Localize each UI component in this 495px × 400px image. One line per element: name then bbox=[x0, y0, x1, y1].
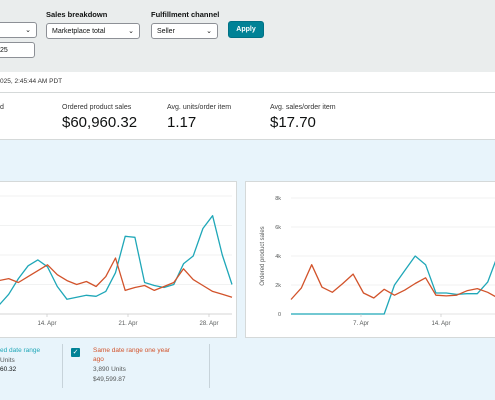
metric-value: 1.17 bbox=[167, 114, 197, 131]
y-tick-label: 0 bbox=[278, 312, 281, 318]
legend-divider bbox=[209, 344, 210, 388]
legend-current-units: Units bbox=[0, 357, 15, 364]
y-tick-label: 4k bbox=[275, 254, 281, 260]
chevron-down-icon: ⌄ bbox=[206, 28, 212, 35]
legend-previous-label-2: ago bbox=[93, 356, 104, 363]
sales-breakdown-label: Sales breakdown bbox=[46, 10, 108, 19]
series-line-previous bbox=[0, 257, 233, 298]
fulfillment-channel-select[interactable]: Seller ⌄ bbox=[151, 23, 218, 39]
metric-value: $17.70 bbox=[270, 114, 316, 131]
sales-line-chart: 0 2k 4k 6k 8k Ordered product sales 7. Apr 14. … bbox=[260, 196, 495, 327]
end-date-input[interactable]: 25 bbox=[0, 42, 35, 58]
legend-current-sales: 60.32 bbox=[0, 366, 17, 373]
legend-previous-label-1: Same date range one year bbox=[93, 347, 170, 354]
y-tick-label: 6k bbox=[275, 225, 281, 231]
sales-chart-card: 0 2k 4k 6k 8k Ordered product sales 7. Apr 14. … bbox=[245, 181, 495, 338]
chevron-down-icon: ⌄ bbox=[128, 28, 134, 35]
metric-value: $60,960.32 bbox=[62, 114, 138, 131]
y-axis-label: Ordered product sales bbox=[260, 226, 266, 285]
last-updated-timestamp: 025, 2:45:44 AM PDT bbox=[0, 78, 63, 85]
fulfillment-channel-value: Seller bbox=[157, 28, 175, 35]
apply-button[interactable]: Apply bbox=[228, 21, 264, 38]
x-tick-label: 14. Apr bbox=[37, 321, 56, 327]
units-chart-card: 14. Apr 21. Apr 28. Apr bbox=[0, 181, 237, 338]
metric-label: Avg. units/order item bbox=[167, 104, 232, 111]
chevron-down-icon: ⌄ bbox=[25, 27, 31, 34]
metric-label: Ordered product sales bbox=[62, 104, 132, 111]
y-tick-label: 8k bbox=[275, 196, 281, 202]
date-range-select[interactable]: ⌄ bbox=[0, 22, 37, 38]
sales-breakdown-value: Marketplace total bbox=[52, 28, 106, 35]
divider bbox=[0, 139, 495, 140]
end-date-value: 25 bbox=[0, 47, 8, 54]
fulfillment-channel-label: Fulfillment channel bbox=[151, 10, 220, 19]
divider bbox=[0, 92, 495, 93]
x-tick-label: 21. Apr bbox=[118, 321, 137, 327]
previous-year-checkbox[interactable]: ✓ bbox=[71, 348, 80, 357]
y-tick-label: 2k bbox=[275, 283, 281, 289]
check-icon: ✓ bbox=[72, 349, 79, 356]
filter-bar: ⌄ 25 Sales breakdown Marketplace total ⌄… bbox=[0, 0, 495, 72]
series-line-previous bbox=[290, 264, 495, 300]
metric-label: Avg. sales/order item bbox=[270, 104, 336, 111]
sales-breakdown-select[interactable]: Marketplace total ⌄ bbox=[46, 23, 140, 39]
legend-divider bbox=[62, 344, 63, 388]
legend-previous-units: 3,890 Units bbox=[93, 366, 126, 373]
units-line-chart: 14. Apr 21. Apr 28. Apr bbox=[0, 195, 233, 327]
legend-previous-sales: $49,599.87 bbox=[93, 376, 126, 383]
x-tick-label: 28. Apr bbox=[199, 321, 218, 327]
metric-label: d bbox=[0, 104, 4, 111]
x-tick-label: 14. Apr bbox=[431, 321, 450, 327]
legend-current-label: ed date range bbox=[0, 347, 41, 354]
series-line-current bbox=[0, 215, 233, 306]
series-line-current bbox=[291, 255, 495, 315]
x-tick-label: 7. Apr bbox=[353, 321, 369, 327]
